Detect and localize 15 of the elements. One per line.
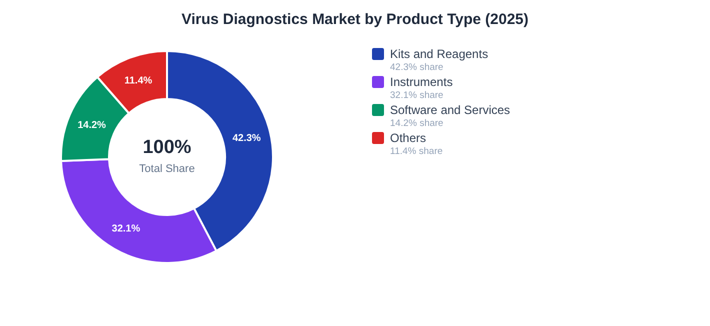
text: 100% <box>142 137 192 158</box>
text: 32.1% share <box>390 90 444 101</box>
data-label: 32.1% <box>112 223 140 234</box>
legend-label: Others <box>390 131 426 145</box>
text: 11.4% share <box>390 146 443 157</box>
text: 14.2% share <box>390 118 444 129</box>
legend-label: Kits and Reagents <box>390 47 488 61</box>
data-label: 11.4% <box>124 76 152 87</box>
data-label: 42.3% <box>232 132 261 144</box>
legend-label: Instruments <box>390 75 453 89</box>
data-label: 14.2% <box>78 120 106 131</box>
legend-label: Software and Services <box>390 103 510 117</box>
text: 42.3% share <box>390 62 444 73</box>
text: Total Share <box>139 163 195 175</box>
chart-title: Virus Diagnostics Market by Product Type (2025) <box>181 11 529 28</box>
